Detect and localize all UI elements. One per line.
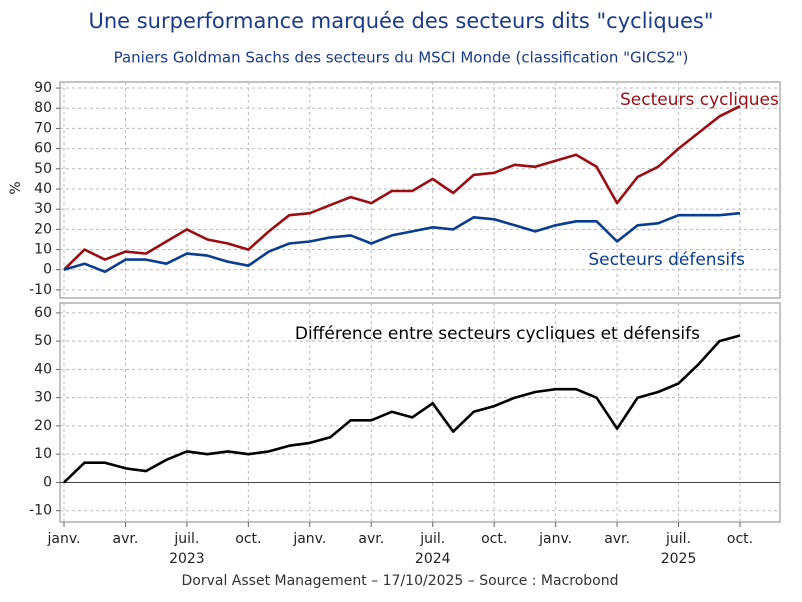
- y-tick-label: 0: [43, 474, 52, 490]
- x-tick-label: janv.: [47, 531, 81, 547]
- x-year-label: 2023: [169, 551, 205, 567]
- x-tick-label: juil.: [173, 531, 199, 547]
- y-tick-label: -10: [29, 503, 52, 519]
- series-label: Secteurs défensifs: [588, 250, 745, 270]
- y-tick-label: 70: [34, 120, 52, 136]
- y-tick-label: 90: [34, 80, 52, 96]
- plot-frame: [59, 81, 781, 299]
- y-tick-label: 60: [34, 141, 52, 157]
- x-tick-label: avr.: [604, 531, 630, 547]
- x-tick-label: oct.: [727, 531, 753, 547]
- x-tick-label: juil.: [665, 531, 691, 547]
- x-year-label: 2025: [661, 551, 697, 567]
- x-tick-label: janv.: [292, 531, 326, 547]
- y-tick-label: 40: [34, 181, 52, 197]
- y-tick-label: 10: [34, 446, 52, 462]
- chart-title: Une surperformance marquée des secteurs …: [88, 9, 713, 33]
- series-line: [63, 105, 741, 271]
- y-tick-label: 30: [34, 201, 52, 217]
- y-tick-label: 20: [34, 221, 52, 237]
- source: Dorval Asset Management – 17/10/2025 – S…: [181, 573, 618, 589]
- y-tick-label: 40: [34, 361, 52, 377]
- series-label: Secteurs cycliques: [620, 90, 779, 110]
- series-line: [63, 334, 741, 484]
- series-line: [63, 211, 741, 274]
- x-tick-label: janv.: [538, 531, 572, 547]
- y-tick-label: 60: [34, 305, 52, 321]
- chart-subtitle: Paniers Goldman Sachs des secteurs du MS…: [114, 49, 689, 67]
- plot-frame: [59, 302, 781, 523]
- y-tick-label: 50: [34, 161, 52, 177]
- y-tick-label: 10: [34, 242, 52, 258]
- x-tick-label: juil.: [419, 531, 445, 547]
- x-year-label: 2024: [415, 551, 451, 567]
- x-tick-label: oct.: [481, 531, 507, 547]
- y-tick-label: -10: [29, 282, 52, 298]
- y-tick-label: 20: [34, 418, 52, 434]
- y-axis-label: %: [8, 181, 24, 194]
- y-tick-label: 0: [43, 262, 52, 278]
- y-tick-label: 80: [34, 100, 52, 116]
- y-tick-label: 30: [34, 390, 52, 406]
- y-tick-label: 50: [34, 333, 52, 349]
- x-tick-label: avr.: [113, 531, 139, 547]
- series-label: Différence entre secteurs cycliques et d…: [295, 324, 700, 344]
- x-tick-label: oct.: [235, 531, 261, 547]
- x-tick-label: avr.: [358, 531, 384, 547]
